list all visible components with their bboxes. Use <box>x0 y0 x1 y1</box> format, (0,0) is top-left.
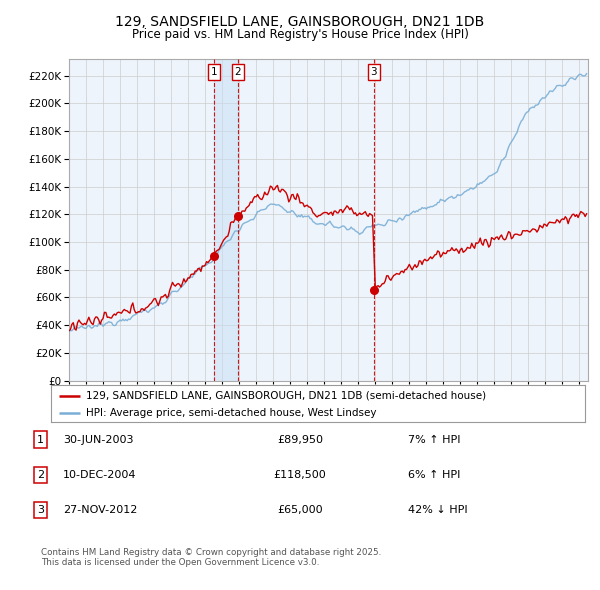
Text: Price paid vs. HM Land Registry's House Price Index (HPI): Price paid vs. HM Land Registry's House … <box>131 28 469 41</box>
Text: 3: 3 <box>370 67 377 77</box>
Text: 129, SANDSFIELD LANE, GAINSBOROUGH, DN21 1DB: 129, SANDSFIELD LANE, GAINSBOROUGH, DN21… <box>115 15 485 29</box>
Text: 42% ↓ HPI: 42% ↓ HPI <box>408 506 467 515</box>
Text: 1: 1 <box>211 67 217 77</box>
Text: 3: 3 <box>37 506 44 515</box>
Text: Contains HM Land Registry data © Crown copyright and database right 2025.
This d: Contains HM Land Registry data © Crown c… <box>41 548 381 567</box>
Text: 1: 1 <box>37 435 44 444</box>
Text: 27-NOV-2012: 27-NOV-2012 <box>63 506 137 515</box>
Text: £65,000: £65,000 <box>277 506 323 515</box>
Text: 6% ↑ HPI: 6% ↑ HPI <box>408 470 460 480</box>
Text: 2: 2 <box>235 67 241 77</box>
Text: 7% ↑ HPI: 7% ↑ HPI <box>408 435 461 444</box>
Text: 2: 2 <box>37 470 44 480</box>
Text: 10-DEC-2004: 10-DEC-2004 <box>63 470 137 480</box>
Text: HPI: Average price, semi-detached house, West Lindsey: HPI: Average price, semi-detached house,… <box>86 408 376 418</box>
Text: £118,500: £118,500 <box>274 470 326 480</box>
Bar <box>214 59 238 381</box>
Text: 30-JUN-2003: 30-JUN-2003 <box>63 435 133 444</box>
Text: £89,950: £89,950 <box>277 435 323 444</box>
Text: 129, SANDSFIELD LANE, GAINSBOROUGH, DN21 1DB (semi-detached house): 129, SANDSFIELD LANE, GAINSBOROUGH, DN21… <box>86 391 486 401</box>
